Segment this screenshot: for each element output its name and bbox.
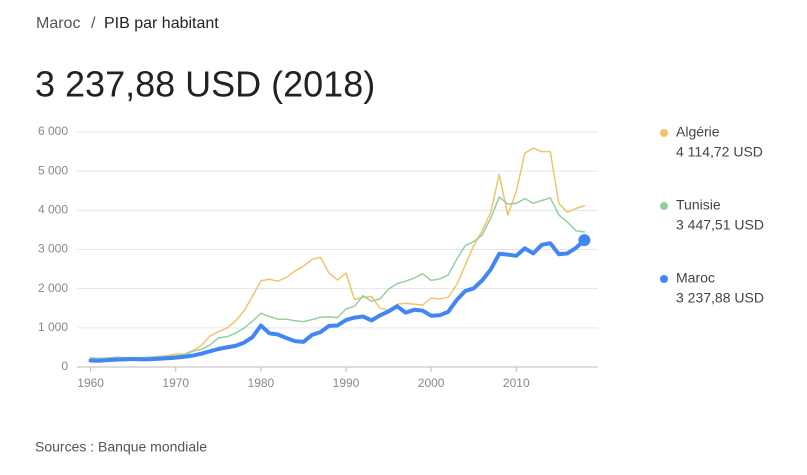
legend-value: 3 447,51 USD	[676, 217, 764, 233]
legend-marker	[660, 202, 668, 210]
y-tick-label: 0	[61, 359, 68, 373]
y-tick-label: 3 000	[38, 242, 68, 256]
x-tick-label: 1960	[77, 376, 104, 390]
series-line	[88, 238, 587, 363]
y-tick-label: 4 000	[38, 203, 68, 217]
legend-name: Tunisie	[676, 197, 721, 213]
x-tick-label: 1970	[162, 376, 189, 390]
x-tick-label: 1980	[248, 376, 275, 390]
series-line	[89, 147, 586, 362]
y-tick-label: 1 000	[38, 320, 68, 334]
breadcrumb-parent[interactable]: Maroc	[36, 15, 80, 32]
source: Sources : Banque mondiale	[35, 439, 207, 455]
legend-value: 4 114,72 USD	[676, 144, 763, 160]
legend-marker	[660, 275, 668, 283]
legend-name: Maroc	[676, 270, 715, 286]
legend-name: Algérie	[676, 124, 720, 140]
y-tick-label: 2 000	[38, 281, 68, 295]
breadcrumb-current: PIB par habitant	[104, 15, 219, 32]
y-tick-label: 6 000	[38, 124, 68, 138]
end-point	[578, 234, 591, 247]
breadcrumb-separator: /	[91, 15, 96, 32]
series-line	[89, 196, 586, 360]
legend-value: 3 237,88 USD	[676, 290, 764, 306]
y-tick-label: 5 000	[38, 163, 68, 177]
headline: 3 237,88 USD (2018)	[35, 64, 375, 105]
x-tick-label: 2000	[418, 376, 445, 390]
x-tick-label: 2010	[503, 376, 530, 390]
legend-marker	[660, 129, 668, 137]
x-tick-label: 1990	[333, 376, 360, 390]
